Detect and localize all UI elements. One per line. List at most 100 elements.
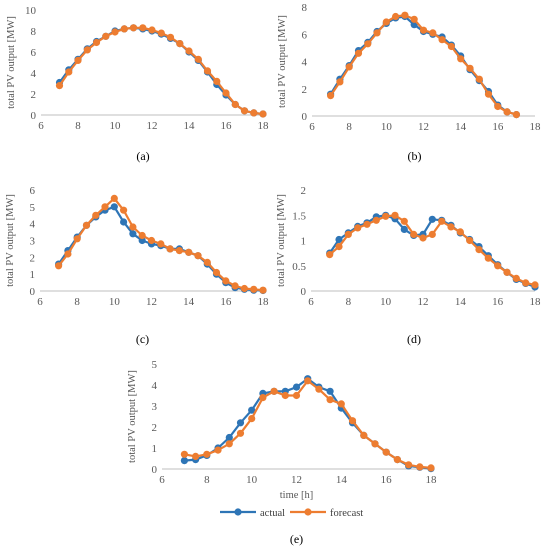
series-forecast-point [512,111,521,119]
series-forecast-point [203,258,211,266]
series-actual-point [248,406,256,414]
x-tick-label: 10 [380,296,392,308]
x-tick-label: 6 [308,296,314,308]
panel-caption: (c) [136,332,149,346]
series-forecast-point [166,245,174,253]
series-forecast-point [259,394,267,402]
series-forecast-point [447,223,455,231]
series-forecast-point [213,77,221,85]
y-tick-label: 2 [31,89,37,101]
series-forecast-point [55,82,64,90]
series-forecast-point [304,377,312,385]
series-actual-point [120,218,128,226]
x-tick-label: 6 [37,296,43,308]
series-forecast-point [371,440,379,448]
series-forecast-point [494,102,502,111]
y-tick-label: 5 [30,202,36,214]
x-tick-label: 10 [109,296,121,308]
series-forecast-point [484,254,492,262]
series-forecast-point [447,42,455,51]
y-tick-label: 10 [25,5,37,17]
x-tick-label: 18 [530,296,542,308]
series-actual-point [236,419,245,427]
series-forecast-point [292,391,301,400]
series-forecast-point [345,63,353,71]
series-forecast-point [494,262,502,270]
series-forecast-point [73,235,81,243]
series-forecast-point [192,452,200,460]
series-forecast-point [120,25,128,33]
series-forecast-point [348,417,357,425]
y-axis-title: total PV output [MW] [277,15,288,108]
series-forecast-point [111,28,119,36]
series-forecast-point [65,68,73,76]
panel-caption: (e) [290,532,303,546]
series-forecast-point [225,440,233,448]
series-forecast-point [180,450,188,458]
series-forecast-point [393,456,401,464]
series-forecast-point [259,110,267,118]
series-forecast-point [82,221,91,229]
x-tick-label: 16 [492,121,504,133]
y-tick-label: 0 [302,111,308,123]
series-forecast-point [531,281,539,289]
x-tick-label: 8 [74,296,80,308]
x-tick-label: 14 [184,120,196,132]
x-tick-label: 12 [146,296,157,308]
series-forecast-point [120,206,128,214]
y-tick-label: 6 [30,185,36,197]
series-forecast-point [503,108,511,116]
series-forecast-point [484,90,493,98]
y-tick-label: 6 [31,47,37,59]
series-forecast-point [148,26,156,34]
series-forecast-point [55,262,63,270]
legend-actual-marker [234,508,242,516]
y-tick-label: 2 [30,252,36,264]
series-forecast-point [326,251,334,259]
series-forecast-point [214,446,222,454]
series-actual-point [110,203,118,211]
series-forecast-point [372,216,380,224]
y-axis-title: total PV output [MW] [276,194,287,287]
x-tick-label: 6 [159,474,165,486]
series-forecast-point [92,211,100,219]
series-forecast-line [184,379,432,469]
series-actual-point [428,215,436,223]
series-forecast-point [438,217,446,225]
y-tick-label: 4 [152,380,158,392]
y-tick-label: 0 [152,464,158,476]
x-tick-label: 12 [418,121,429,133]
series-forecast-point [512,274,520,282]
series-forecast-point [392,12,400,21]
series-forecast-point [250,109,258,117]
series-forecast-point [203,67,212,75]
y-tick-label: 0 [31,110,37,122]
panel-caption: (b) [408,149,422,163]
series-forecast-point [522,279,530,287]
series-forecast-point [74,56,82,64]
series-actual-point [138,236,146,245]
x-tick-label: 18 [258,120,270,132]
x-tick-label: 12 [418,296,429,308]
series-forecast-point [466,64,474,72]
y-tick-label: 3 [152,401,158,413]
series-forecast-point [101,203,109,211]
series-actual-point [225,433,233,442]
y-tick-label: 2 [302,84,308,96]
legend-actual-label: actual [260,508,285,519]
y-tick-label: 4 [31,68,37,80]
x-tick-label: 18 [530,121,542,133]
panel-caption: (a) [136,149,149,163]
x-tick-label: 14 [336,474,348,486]
series-actual-point [292,383,301,391]
series-forecast-point [139,24,147,32]
series-actual-point [335,235,343,244]
series-forecast-point [382,212,390,220]
x-tick-label: 10 [110,120,122,132]
y-tick-label: 2 [301,185,307,197]
series-forecast-point [438,36,446,44]
x-tick-label: 10 [246,474,258,486]
series-forecast-point [194,252,202,260]
series-forecast-point [157,240,165,248]
series-forecast-point [360,431,368,439]
